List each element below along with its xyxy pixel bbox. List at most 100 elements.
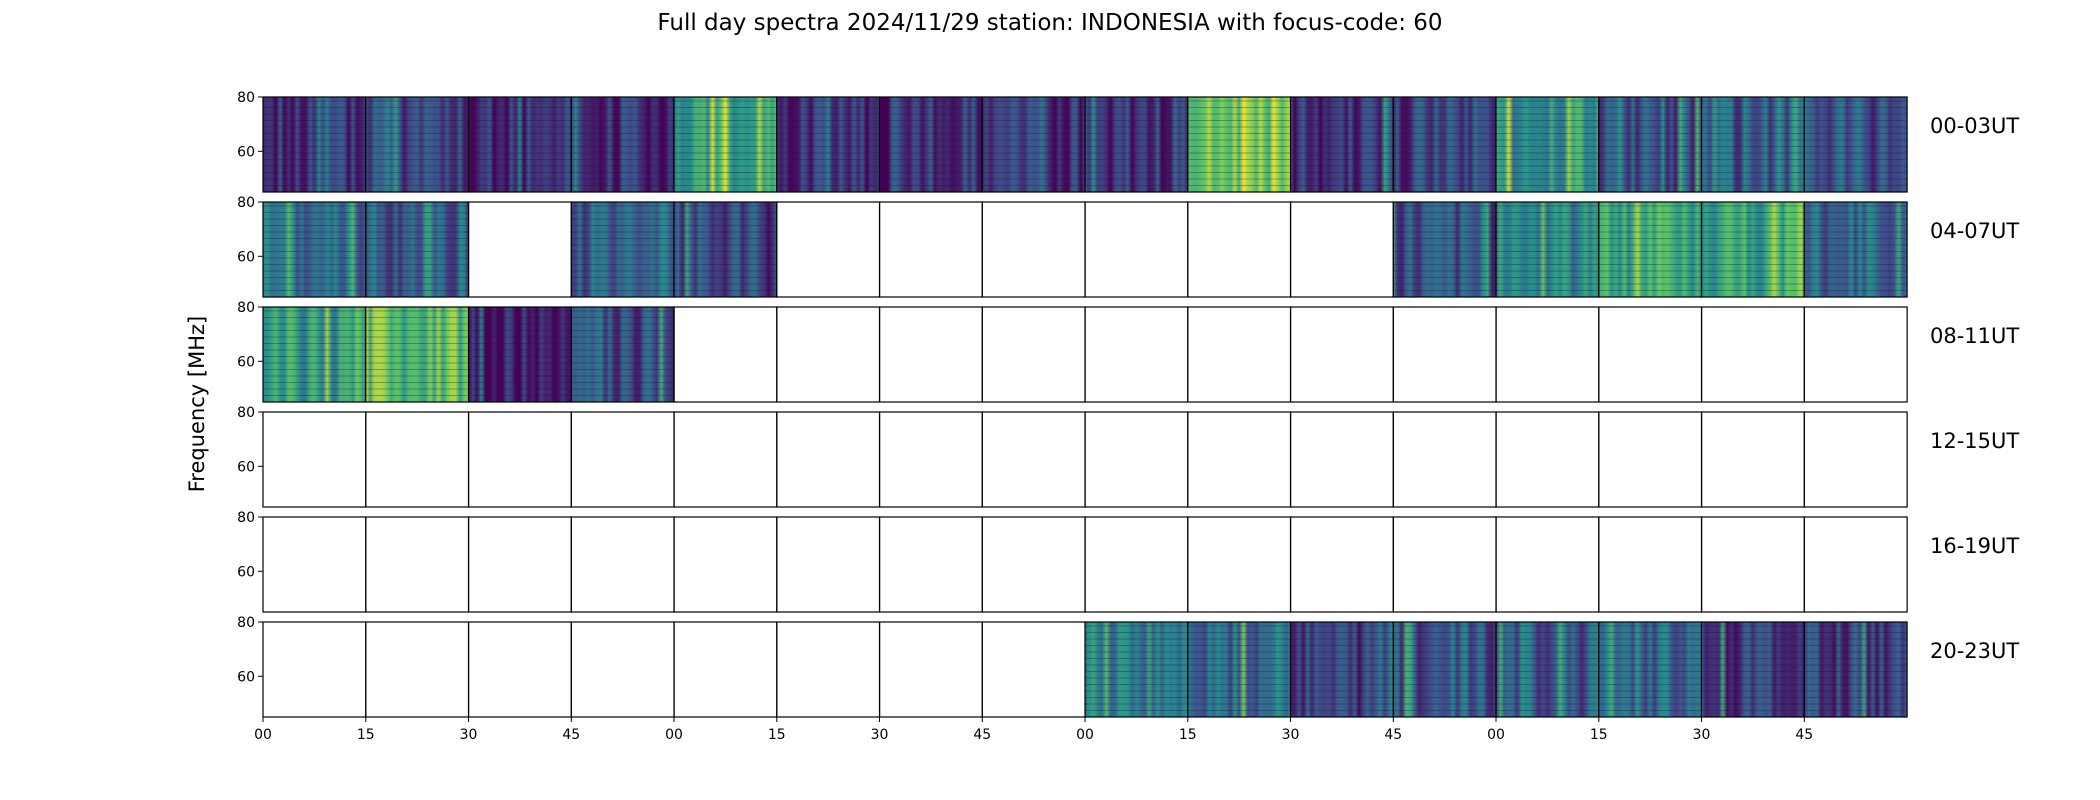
row-label: 12-15UT [1930,429,2019,453]
panel-frame [1187,201,1292,298]
spectrum-panel [1187,622,1291,717]
spectrum-panel [1496,202,1599,297]
spectrum-panel [1701,622,1805,717]
panel-frame [878,411,983,508]
x-tick-label: 30 [1282,727,1300,743]
panel-frame [1084,201,1189,298]
spectrum-panel [982,97,1086,192]
row-12-15UT: 60 80 12-15UT [237,405,2019,508]
panel-frame [981,201,1086,298]
y-tick-label: 60 [237,564,255,580]
spectrum-panel [1393,202,1497,297]
panel-frame [776,411,881,508]
spectrum-panel [1598,622,1702,717]
panel-frame [1598,306,1703,403]
row-label: 04-07UT [1930,219,2019,243]
x-tick-label: 30 [1693,727,1711,743]
panel-frame [1495,411,1600,508]
spectrum-panel [1393,622,1497,717]
panel-frame [1803,306,1908,403]
panel-frame [1803,621,1908,718]
panel-frame [467,516,572,613]
spectrum-panel [1804,622,1908,717]
spectrum-panel [674,202,777,297]
panel-frame [673,306,778,403]
panel-frame [1289,411,1394,508]
panel-frame [878,516,983,613]
row-20-23UT: 60 80 20-23UT [237,615,2019,718]
spectrum-panel [674,97,777,192]
panel-frame [878,621,983,718]
spectrum-panel [1290,622,1394,717]
spectrum-panel [365,307,469,402]
panel-frame [570,621,675,718]
panel-frame [673,621,778,718]
spectrum-panel [1393,97,1497,192]
spectrum-panel [1804,202,1908,297]
spectrum-panel [1187,97,1291,192]
panel-frame [878,306,983,403]
panel-frame [673,411,778,508]
spectrum-panel [468,307,572,402]
x-tick-label: 30 [460,727,478,743]
panel-frame [467,201,572,298]
panel-frame [1803,411,1908,508]
spectrum-panel [571,202,675,297]
panel-frame [776,306,881,403]
panel-frame [1187,516,1292,613]
spectrum-panel [1496,622,1599,717]
panel-frame [1392,516,1497,613]
panel-frame [673,516,778,613]
x-tick-label: 15 [1179,727,1197,743]
row-08-11UT: 60 80 08-11UT [237,300,2019,403]
spectrum-panel [776,97,880,192]
panel-frame [1495,306,1600,403]
y-tick-label: 60 [237,669,255,685]
x-axis: 00 15 30 45 00 15 30 45 00 15 30 45 00 15 30 45 [254,717,1813,743]
panel-frame [981,516,1086,613]
y-tick-label: 80 [237,90,255,106]
panel-frame [1289,516,1394,613]
spectrum-panel [1701,97,1805,192]
figure-title: Full day spectra 2024/11/29 station: IND… [657,10,1443,36]
panel-frame [1495,516,1600,613]
spectrum-panel [571,307,675,402]
panel-frame [1187,411,1292,508]
spectrum-panel [365,202,469,297]
panel-frame [262,516,367,613]
y-tick-label: 80 [237,510,255,526]
spectrum-panel [263,202,366,297]
x-tick-label: 15 [1590,727,1608,743]
y-tick-label: 80 [237,195,255,211]
spectrum-panel [468,97,572,192]
spectrum-panel [1290,97,1394,192]
panel-frame [1598,516,1703,613]
panel-frame [1289,201,1394,298]
spectrum-panel [1496,97,1599,192]
panel-frame [1803,516,1908,613]
row-16-19UT: 60 80 16-19UT [237,510,2019,613]
panel-frame [365,411,470,508]
panel-frame [1392,411,1497,508]
panel-frame [570,411,675,508]
y-tick-label: 60 [237,354,255,370]
panel-frame [1084,411,1189,508]
panel-frame [1700,306,1805,403]
row-label: 20-23UT [1930,639,2019,663]
spectrum-panel [1598,202,1702,297]
row-00-03UT: 60 80 00-03UT [237,90,2019,193]
spectrum-panel [263,307,366,402]
panel-frame [1289,306,1394,403]
y-tick-label: 80 [237,300,255,316]
y-tick-label: 60 [237,249,255,265]
x-tick-label: 30 [871,727,889,743]
panel-frame [1803,201,1908,298]
row-label: 08-11UT [1930,324,2019,348]
x-tick-label: 45 [1384,727,1402,743]
spectrum-panel [1598,97,1702,192]
x-tick-label: 15 [768,727,786,743]
y-tick-label: 60 [237,144,255,160]
x-tick-label: 00 [1487,727,1505,743]
panel-frame [1392,306,1497,403]
panel-frame [981,411,1086,508]
